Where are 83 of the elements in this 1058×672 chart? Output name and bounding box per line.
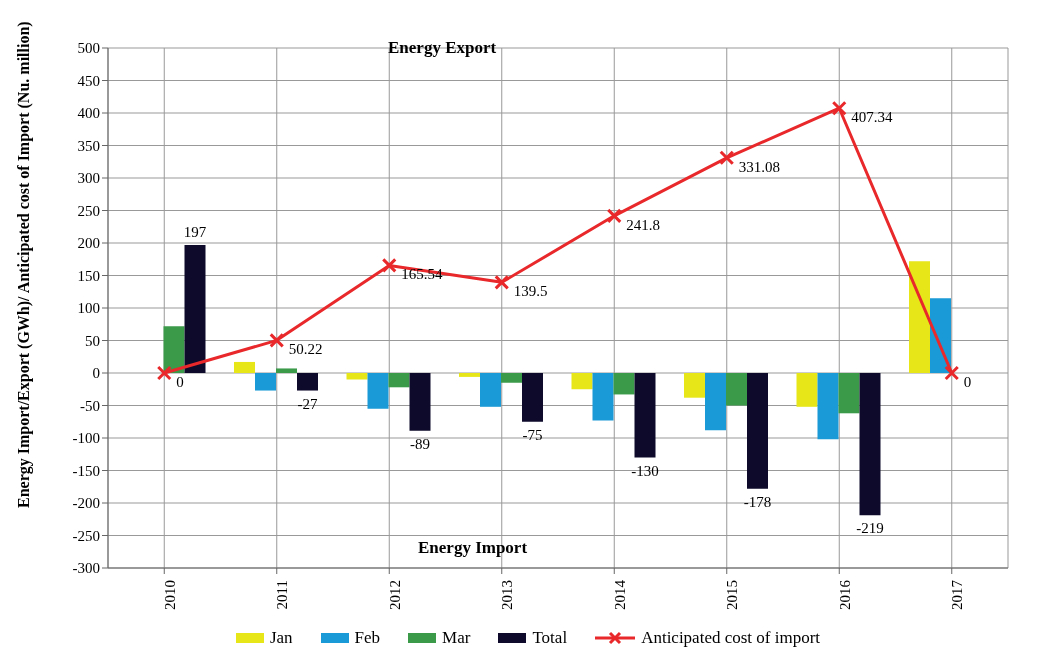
y-tick-label: -150 xyxy=(72,462,100,479)
bar xyxy=(684,373,705,398)
data-label: -130 xyxy=(631,462,659,479)
bar xyxy=(234,361,255,373)
y-tick-label: 350 xyxy=(77,137,100,154)
point xyxy=(381,257,397,273)
data-label: 331.08 xyxy=(738,158,780,175)
x-tick-label: 2014 xyxy=(611,579,628,610)
y-tick-label: 400 xyxy=(77,105,100,122)
data-label: 139.5 xyxy=(513,283,548,300)
bar xyxy=(459,373,480,377)
y-tick-label: -100 xyxy=(72,430,100,447)
bar xyxy=(817,373,839,440)
y-tick-label: 250 xyxy=(77,202,100,219)
x-tick-label: 2010 xyxy=(161,580,178,610)
x-tick-label: 2011 xyxy=(274,580,291,610)
legend-label: Jan xyxy=(269,628,293,648)
bar xyxy=(184,244,206,373)
bar xyxy=(705,373,726,431)
y-tick-label: -300 xyxy=(72,560,100,577)
x-tick-label: 2016 xyxy=(836,579,853,610)
bar xyxy=(163,326,185,373)
point xyxy=(831,100,847,116)
annotation: Energy Import xyxy=(418,538,528,558)
point xyxy=(606,208,622,224)
point xyxy=(156,365,172,381)
data-label: 197 xyxy=(183,223,207,240)
bar xyxy=(409,373,431,431)
bar xyxy=(796,373,818,407)
data-label: 165.54 xyxy=(401,266,443,283)
legend-label: Mar xyxy=(442,628,471,648)
legend-label: Total xyxy=(532,628,568,648)
data-label: 0 xyxy=(963,374,972,390)
y-tick-label: -50 xyxy=(80,397,100,414)
bar xyxy=(747,373,768,489)
data-label: -75 xyxy=(522,426,543,443)
bar xyxy=(634,373,656,458)
y-tick-label: 450 xyxy=(77,72,100,89)
bar xyxy=(276,368,297,373)
data-label: -27 xyxy=(297,395,318,412)
bar xyxy=(613,373,635,395)
data-label: -178 xyxy=(743,493,772,510)
data-label: 241.8 xyxy=(626,216,660,233)
bar xyxy=(726,373,747,406)
y-tick-label: 500 xyxy=(77,40,100,57)
data-label: -219 xyxy=(856,520,884,537)
y-tick-label: -250 xyxy=(72,527,100,544)
point xyxy=(494,274,510,290)
legend-label: Feb xyxy=(354,628,381,648)
x-tick-label: 2013 xyxy=(499,580,516,610)
bar xyxy=(859,373,881,516)
legend-label: Anticipated cost of import xyxy=(641,628,821,648)
bar xyxy=(297,373,318,391)
point xyxy=(944,365,960,381)
bar xyxy=(367,373,389,409)
bar xyxy=(480,373,501,407)
bar xyxy=(501,373,522,383)
annotation: Energy Export xyxy=(388,38,497,58)
bar xyxy=(346,373,368,380)
y-tick-label: -200 xyxy=(72,495,100,512)
y-tick-label: 50 xyxy=(85,332,100,349)
bar xyxy=(388,373,410,388)
bar xyxy=(522,373,543,422)
bar xyxy=(255,373,276,391)
data-label: -89 xyxy=(410,435,430,452)
data-label: 50.22 xyxy=(288,341,323,358)
x-tick-label: 2017 xyxy=(949,579,966,610)
y-tick-label: 200 xyxy=(77,235,100,252)
x-tick-label: 2012 xyxy=(386,580,403,610)
point xyxy=(269,332,285,348)
bar xyxy=(909,261,930,373)
bar xyxy=(571,373,593,390)
y-tick-label: 150 xyxy=(77,267,100,284)
x-tick-label: 2015 xyxy=(724,580,741,610)
y-tick-label: 0 xyxy=(92,365,100,382)
data-label: 0 xyxy=(176,374,184,390)
point xyxy=(719,150,735,166)
data-label: 407.34 xyxy=(851,109,893,126)
bar xyxy=(592,373,614,421)
y-axis-title: Energy Import/Export (GWh)/ Anticipated cost of Import (Nu. million) xyxy=(14,21,33,508)
bar xyxy=(838,373,860,414)
y-tick-label: 300 xyxy=(77,170,100,187)
y-tick-label: 100 xyxy=(77,300,100,317)
